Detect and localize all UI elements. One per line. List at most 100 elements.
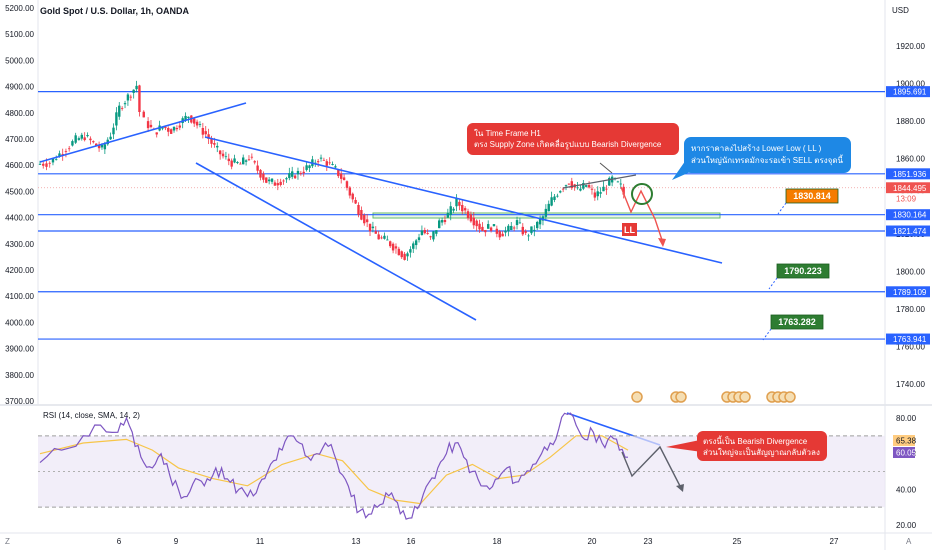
candle-body	[267, 179, 271, 182]
candle-body	[570, 181, 573, 189]
candle-body	[80, 134, 83, 139]
candle-body	[204, 131, 207, 135]
candle-body	[608, 177, 611, 186]
level-label-bg	[886, 333, 930, 345]
candle-body	[126, 94, 130, 101]
candle-body	[475, 220, 478, 227]
price-badge[interactable]	[770, 314, 824, 330]
candle-body	[354, 199, 357, 204]
price-badge[interactable]	[785, 188, 839, 204]
event-icon-7[interactable]	[739, 391, 751, 403]
candle-body	[319, 157, 323, 159]
candle-body	[550, 197, 553, 206]
left-scale-tick: 4700.00	[5, 135, 34, 144]
candle-body	[412, 243, 415, 249]
left-scale-tick: 4800.00	[5, 109, 34, 118]
level-label-bg	[886, 168, 930, 180]
candle-body	[42, 163, 45, 166]
candle-body	[518, 222, 522, 224]
candle-body	[242, 157, 245, 165]
candle-body	[426, 233, 429, 234]
candle-body	[178, 125, 181, 128]
candle-body	[77, 138, 81, 140]
economic-events[interactable]	[631, 391, 796, 403]
candle-body	[142, 111, 145, 118]
annotation-red-line2: ตรง Supply Zone เกิดคลื่อรูปแบบ Bearish …	[474, 138, 662, 150]
candle-body	[305, 165, 308, 170]
candle-body	[109, 136, 112, 140]
candle-body	[325, 161, 328, 166]
event-icon-3[interactable]	[675, 391, 687, 403]
candle-body	[169, 129, 173, 134]
candle-body	[236, 162, 239, 164]
symbol-title[interactable]: Gold Spot / U.S. Dollar, 1h, OANDA	[40, 6, 190, 16]
candle-body	[276, 183, 279, 186]
candle-body	[380, 237, 383, 239]
annotation-box-red[interactable]	[467, 123, 679, 155]
annotation-box-blue[interactable]	[684, 137, 851, 173]
annotation-box-rsi[interactable]	[697, 431, 827, 461]
candle-body	[622, 186, 625, 195]
price-tick: 1880.00	[896, 117, 925, 126]
candle-body	[576, 187, 579, 189]
candle-body	[89, 138, 92, 141]
candle-body	[423, 230, 426, 234]
time-tick: 20	[588, 537, 597, 546]
entry-circle[interactable]	[631, 183, 653, 205]
divergence-line-price[interactable]	[562, 174, 637, 189]
candle-body	[164, 126, 167, 129]
trendline-wedge-bottom[interactable]	[195, 162, 477, 321]
level-label-bg	[886, 225, 930, 237]
candle-body	[135, 85, 138, 90]
candle-body	[469, 214, 473, 222]
candle-body	[587, 184, 591, 188]
candle-body	[296, 170, 300, 175]
candle-body	[244, 160, 248, 162]
annotation-rsi-line2: ส่วนใหญ่จะเป็นสัญญาณกลับตัวลง	[703, 447, 820, 457]
level-label-bg	[886, 86, 930, 98]
candle-body	[559, 191, 562, 193]
time-tick: 27	[830, 537, 839, 546]
candle-body	[118, 105, 121, 117]
price-tick: 1780.00	[896, 305, 925, 314]
candle-body	[288, 173, 291, 179]
candle-body	[259, 169, 262, 178]
candle-body	[449, 206, 452, 215]
trendline-wedge-top[interactable]	[204, 136, 723, 264]
price-badge[interactable]	[776, 263, 830, 279]
candle-body	[227, 158, 230, 162]
candle-body	[345, 181, 349, 188]
auto-scale-icon[interactable]: A	[906, 537, 912, 546]
candle-body	[218, 150, 222, 155]
time-axis[interactable]: 6 9 11 13 16 18 20 23 25 27	[117, 537, 839, 546]
candle-body	[394, 246, 398, 249]
candle-body	[83, 137, 86, 141]
price-tick: 1860.00	[896, 155, 925, 164]
candle-body	[155, 132, 158, 135]
candle-body	[582, 182, 585, 189]
level-label: 1830.164	[893, 211, 927, 220]
candle-body	[337, 169, 340, 177]
candle-body	[383, 235, 386, 239]
candle-body	[527, 235, 530, 237]
candle-body	[515, 220, 519, 226]
candle-body	[48, 162, 51, 164]
candle-body	[71, 141, 74, 146]
candle-body	[233, 158, 236, 163]
candle-body	[253, 161, 256, 163]
left-scale-tick: 5000.00	[5, 56, 34, 65]
candle-body	[478, 223, 481, 230]
ll-marker-label: LL	[624, 225, 635, 235]
left-scale-tick: 4500.00	[5, 187, 34, 196]
rsi-title[interactable]: RSI (14, close, SMA, 14, 2)	[43, 411, 140, 420]
ll-marker	[622, 223, 637, 236]
candle-body	[92, 141, 95, 143]
candle-body	[510, 225, 513, 231]
candle-body	[224, 156, 228, 158]
timezone-icon[interactable]: Z	[5, 537, 10, 546]
event-icon-1[interactable]	[631, 391, 643, 403]
trendline-support[interactable]	[39, 102, 247, 163]
candle-body	[348, 187, 352, 196]
event-icon-11[interactable]	[784, 391, 796, 403]
